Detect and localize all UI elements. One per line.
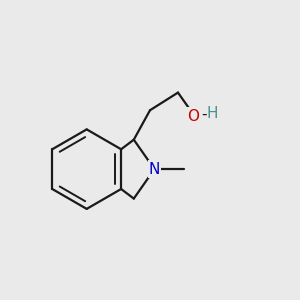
Text: O: O <box>187 109 199 124</box>
Text: -: - <box>201 107 206 122</box>
Text: H: H <box>206 106 218 121</box>
Text: N: N <box>149 162 160 177</box>
